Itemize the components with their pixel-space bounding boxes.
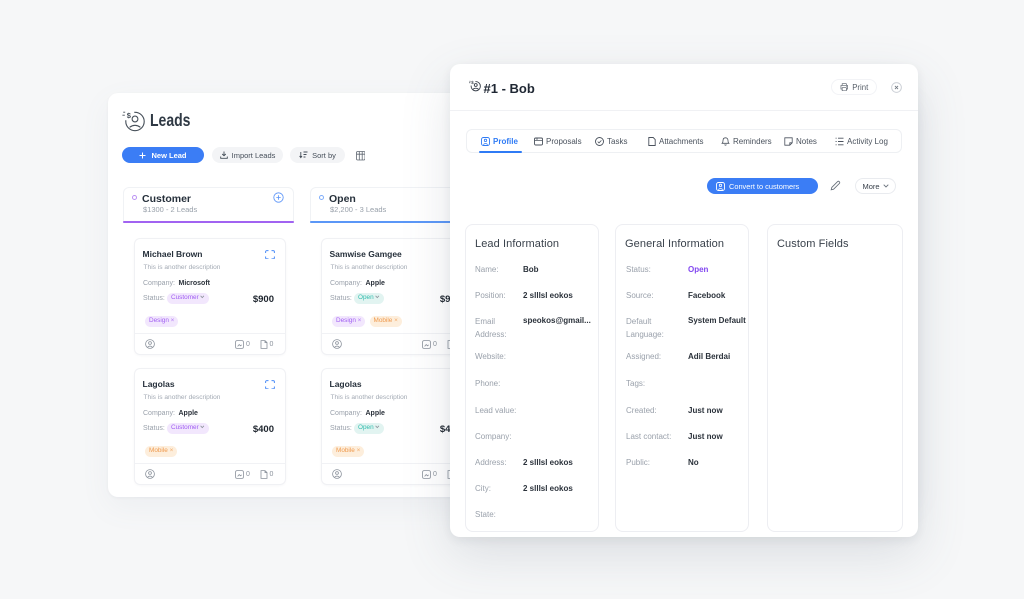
svg-text:$: $ (471, 80, 474, 85)
svg-text:$: $ (127, 111, 132, 120)
